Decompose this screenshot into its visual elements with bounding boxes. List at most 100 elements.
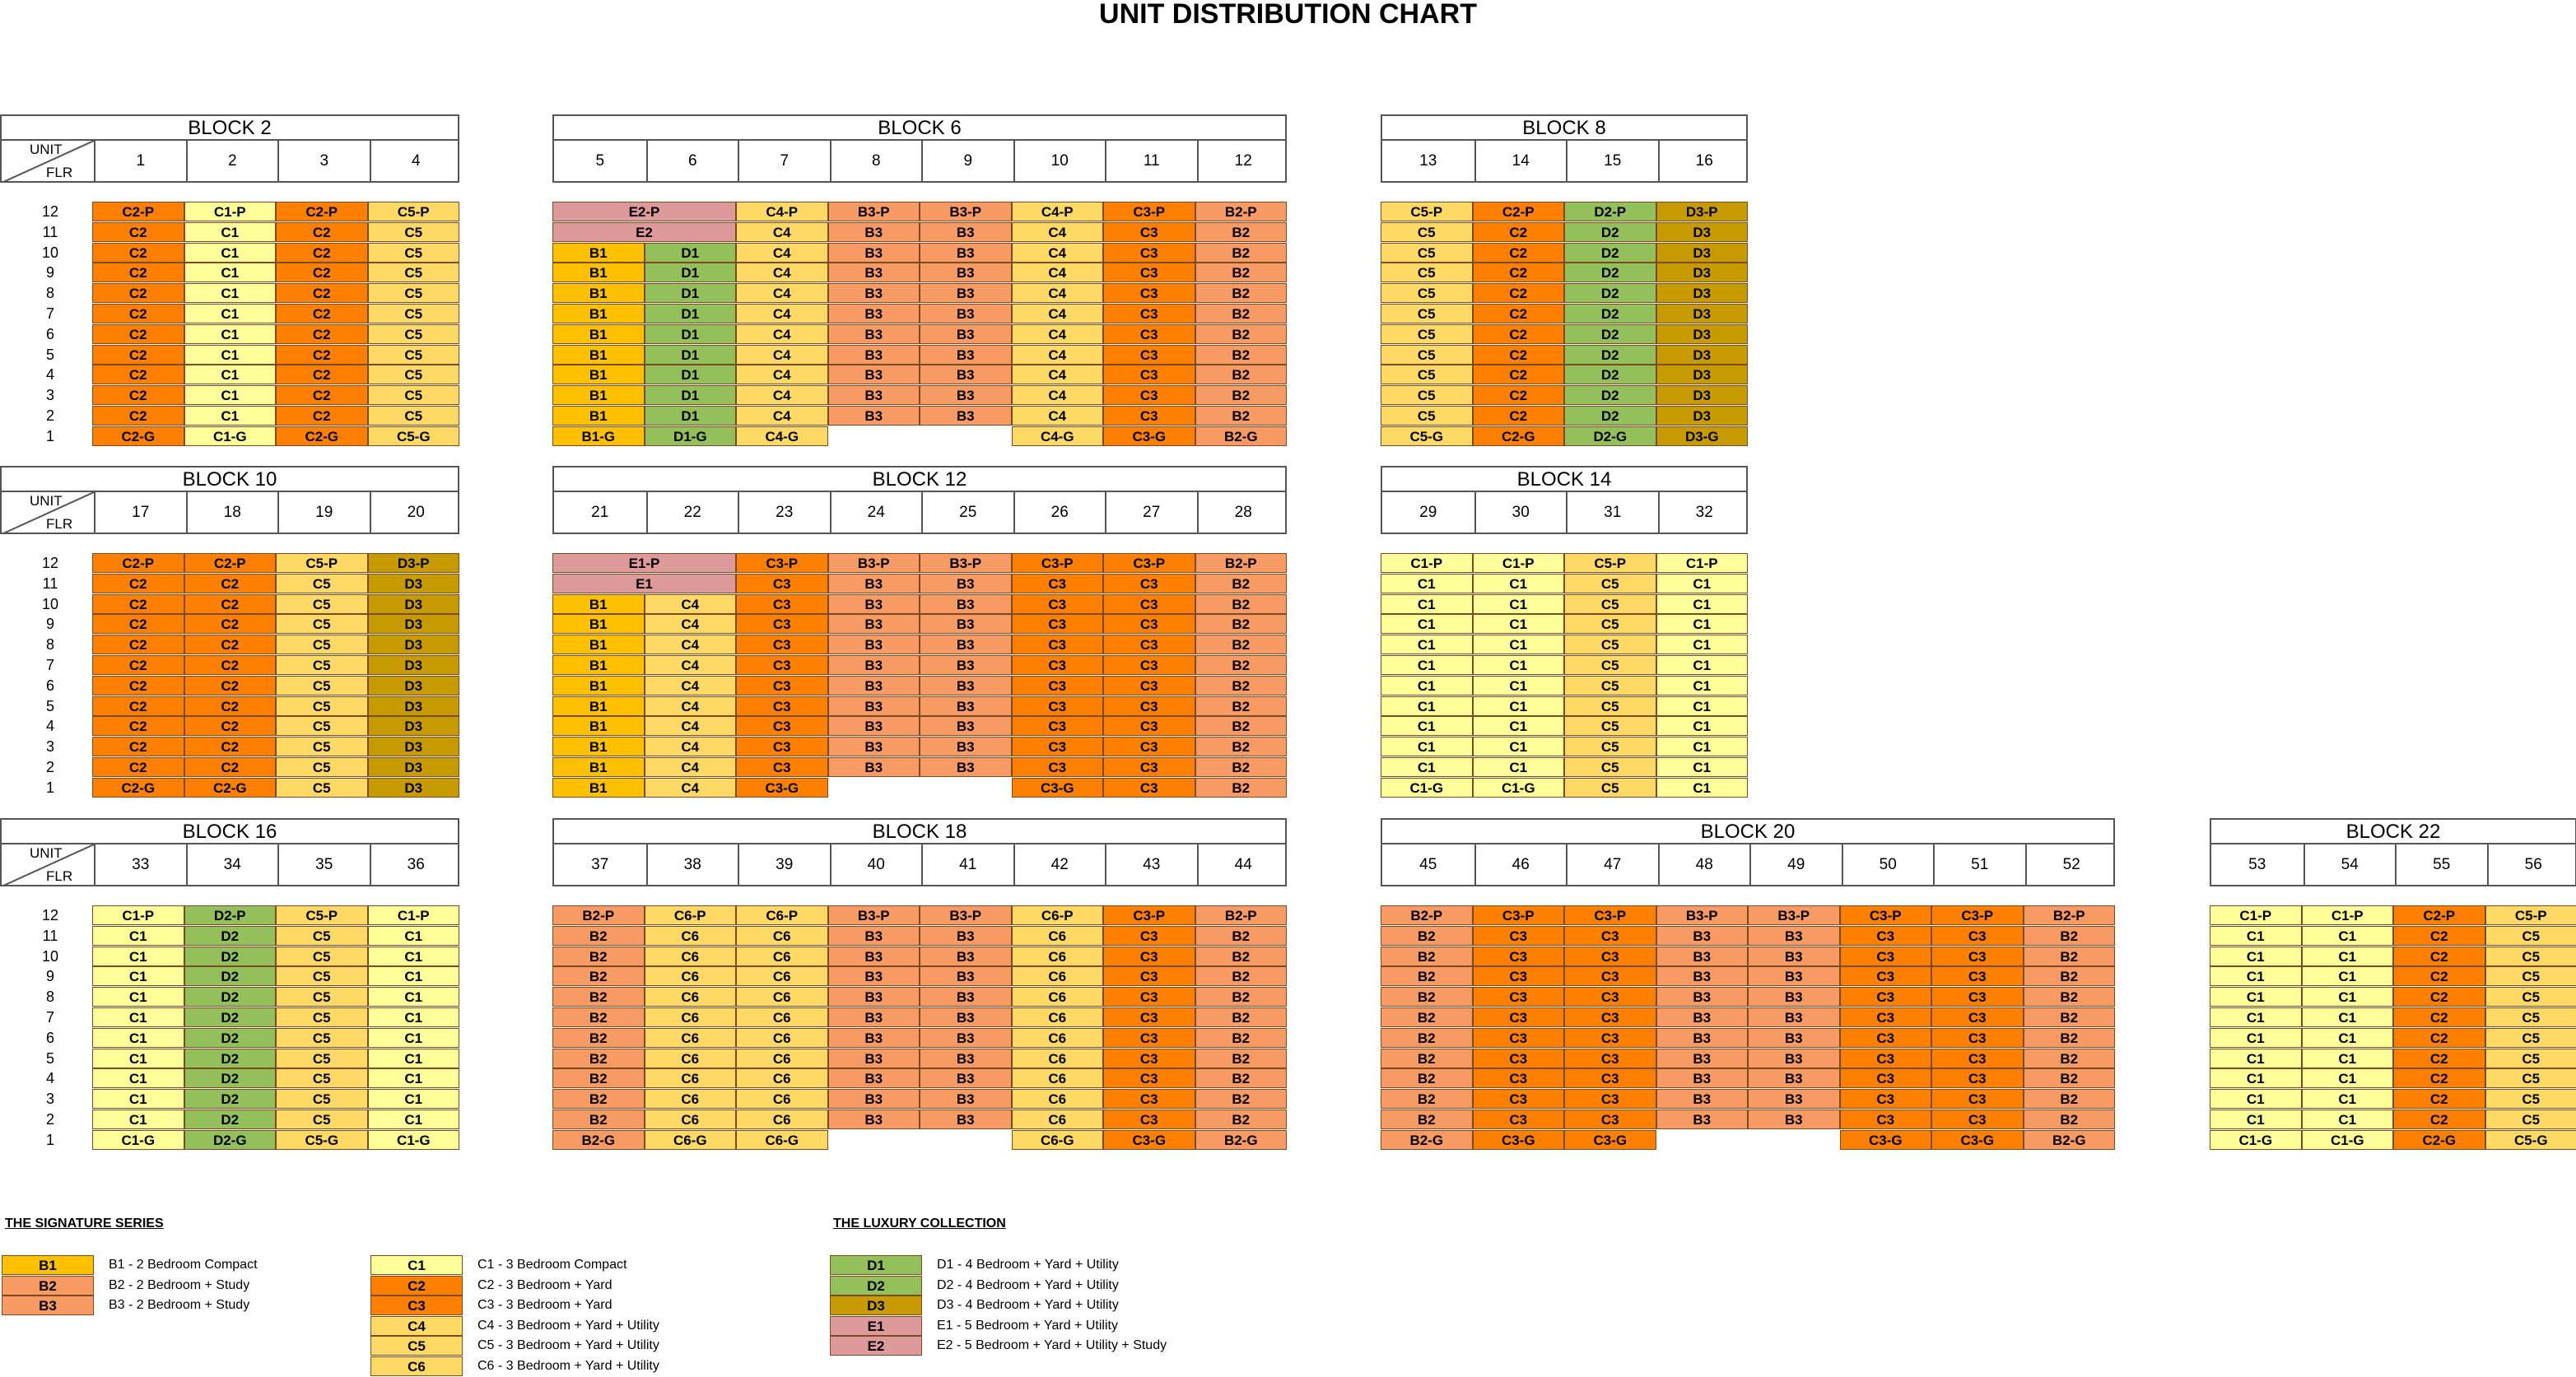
unit-cell: C2 — [276, 283, 368, 303]
unit-cell: B3 — [920, 1089, 1012, 1109]
unit-cell: D2 — [1564, 304, 1656, 323]
unit-header-label: UNIT — [30, 845, 63, 862]
unit-cell: B3 — [828, 406, 920, 426]
unit-cell: B3 — [828, 947, 920, 966]
unit-cell: C3-P — [1103, 905, 1195, 925]
unit-cell: C1 — [184, 345, 277, 365]
unit-cell: C5 — [1381, 385, 1473, 405]
unit-cell: B2 — [1195, 243, 1288, 263]
unit-cell: B2 — [2024, 1007, 2116, 1027]
unit-cell: C3-P — [1103, 202, 1195, 221]
unit-cell: C2 — [276, 222, 368, 242]
unit-cell: B2-G — [1195, 426, 1288, 446]
unit-cell: B2 — [2024, 966, 2116, 986]
unit-cell: C2 — [2393, 966, 2485, 986]
unit-cell: C6 — [645, 1007, 737, 1027]
unit-cell: C1 — [1656, 655, 1749, 675]
unit-cell: B2 — [552, 987, 645, 1007]
unit-cell: B2-G — [1381, 1130, 1473, 1150]
unit-cell: D3 — [1656, 222, 1749, 242]
unit-cell: C1-P — [184, 202, 277, 221]
unit-cell: C4 — [645, 716, 737, 736]
unit-cell: C3 — [1103, 283, 1195, 303]
unit-cell: C3-P — [736, 553, 828, 573]
unit-cell: C1 — [1656, 757, 1749, 777]
floor-label: 8 — [21, 987, 79, 1007]
unit-cell: B2 — [2024, 947, 2116, 966]
unit-cell: C3 — [1473, 966, 1565, 986]
unit-cell: C5 — [276, 926, 368, 946]
floor-label: 9 — [21, 966, 79, 986]
unit-number: 1 — [94, 141, 186, 181]
unit-cell: B3 — [1656, 926, 1749, 946]
unit-cell: B3 — [920, 635, 1012, 654]
unit-cell: B2 — [1195, 696, 1288, 716]
unit-cell: B2 — [1195, 1089, 1288, 1109]
unit-cell: C5 — [1381, 283, 1473, 303]
unit-cell: D3 — [1656, 385, 1749, 405]
unit-cell: C3-G — [1564, 1130, 1656, 1150]
unit-cell: C6 — [736, 947, 828, 966]
unit-cell: B3 — [920, 947, 1012, 966]
unit-cell: B3 — [920, 676, 1012, 695]
unit-cell: B2 — [1195, 1007, 1288, 1027]
floor-label: 3 — [21, 1089, 79, 1109]
unit-cell: B2 — [1195, 222, 1288, 242]
unit-cell: C6 — [1012, 1007, 1104, 1027]
unit-cell: B2-G — [2024, 1130, 2116, 1150]
floor-label: 1 — [21, 1130, 79, 1150]
floor-label: 5 — [21, 345, 79, 365]
unit-cell: B3 — [828, 696, 920, 716]
unit-cell: C3 — [1103, 737, 1195, 756]
unit-cell: C5 — [276, 778, 368, 798]
unit-cell: B2 — [1195, 614, 1288, 634]
unit-cell: D2 — [184, 1089, 277, 1109]
unit-cell: B3 — [1656, 1110, 1749, 1129]
unit-cell: C5 — [276, 614, 368, 634]
unit-cell: B2 — [1195, 966, 1288, 986]
unit-cell: C3 — [1564, 947, 1656, 966]
unit-cell: C6-P — [736, 905, 828, 925]
unit-cell: B2-P — [1195, 553, 1288, 573]
unit-cell: C1 — [1656, 696, 1749, 716]
unit-number: 20 — [370, 492, 462, 533]
unit-cell: C2 — [92, 283, 184, 303]
unit-cell: C3-G — [1840, 1130, 1932, 1150]
unit-cell: B3 — [828, 737, 920, 756]
unit-cell: C5-P — [276, 553, 368, 573]
unit-cell: C5 — [2485, 947, 2576, 966]
unit-cell: C5-G — [2485, 1130, 2576, 1150]
unit-cell: C2 — [1473, 345, 1565, 365]
unit-cell: C4 — [1012, 385, 1104, 405]
unit-cell: B2 — [1195, 676, 1288, 695]
unit-cell: C3 — [1564, 926, 1656, 946]
unit-cell: B2 — [1381, 1049, 1473, 1068]
unit-cell: C4-P — [1012, 202, 1104, 221]
floor-label: 1 — [21, 778, 79, 798]
unit-cell: B1 — [552, 716, 645, 736]
unit-cell: B3 — [920, 655, 1012, 675]
unit-cell: C6-P — [645, 905, 737, 925]
unit-cell: D3-P — [1656, 202, 1749, 221]
unit-cell: C5 — [2485, 1089, 2576, 1109]
unit-cell: C1 — [1381, 737, 1473, 756]
unit-cell: D2 — [184, 947, 277, 966]
unit-cell: D2 — [184, 987, 277, 1007]
unit-cell: C4 — [645, 757, 737, 777]
unit-cell: C1 — [1656, 614, 1749, 634]
block-name: BLOCK 22 — [2211, 820, 2575, 844]
legend-swatch: B3 — [2, 1296, 94, 1315]
unit-cell: C1-P — [1473, 553, 1565, 573]
unit-number: 3 — [277, 141, 370, 181]
unit-cell: B3 — [920, 737, 1012, 756]
unit-cell: C5 — [276, 1089, 368, 1109]
unit-cell: C4 — [645, 696, 737, 716]
unit-number: 54 — [2303, 844, 2396, 885]
unit-cell: C5 — [276, 1028, 368, 1048]
unit-cell: D2 — [1564, 406, 1656, 426]
unit-number: 13 — [1382, 141, 1474, 181]
